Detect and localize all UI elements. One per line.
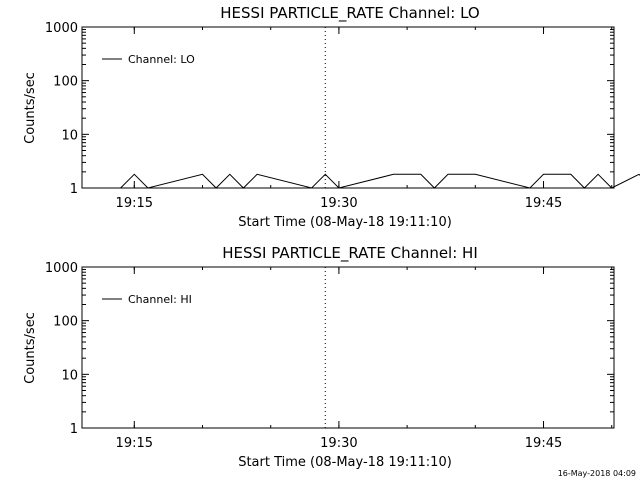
- legend-label: Channel: HI: [128, 293, 192, 306]
- y-axis-label: Counts/sec: [23, 312, 38, 384]
- x-tick-label: 19:30: [320, 436, 357, 451]
- x-tick-label: 19:15: [116, 436, 153, 451]
- x-axis-label: Start Time (08-May-18 19:11:10): [238, 455, 452, 470]
- x-tick-label: 19:15: [116, 196, 153, 211]
- x-axis-label: Start Time (08-May-18 19:11:10): [238, 215, 452, 230]
- lo-channel-panel: HESSI PARTICLE_RATE Channel: LO Counts/s…: [23, 4, 640, 230]
- y-tick-label: 1000: [45, 261, 78, 276]
- y-axis-label: Counts/sec: [23, 72, 38, 144]
- hi-channel-panel: HESSI PARTICLE_RATE Channel: HI Counts/s…: [23, 244, 615, 470]
- x-tick-label: 19:30: [320, 196, 357, 211]
- y-tick-label: 10: [61, 368, 78, 383]
- chart-title: HESSI PARTICLE_RATE Channel: LO: [220, 4, 479, 23]
- y-tick-label: 10: [61, 128, 78, 143]
- y-tick-label: 100: [53, 75, 78, 90]
- x-tick-label: 19:45: [525, 436, 562, 451]
- y-tick-label: 1000: [45, 21, 78, 36]
- y-tick-label: 1: [70, 422, 78, 437]
- plot-frame: [81, 266, 615, 429]
- plot-frame: [81, 26, 615, 189]
- chart-title: HESSI PARTICLE_RATE Channel: HI: [222, 244, 478, 263]
- legend-label: Channel: LO: [128, 53, 195, 66]
- x-tick-label: 19:45: [525, 196, 562, 211]
- series-line: [120, 173, 640, 189]
- y-tick-label: 1: [70, 182, 78, 197]
- y-tick-label: 100: [53, 315, 78, 330]
- footer-timestamp: 16-May-2018 04:09: [558, 469, 636, 478]
